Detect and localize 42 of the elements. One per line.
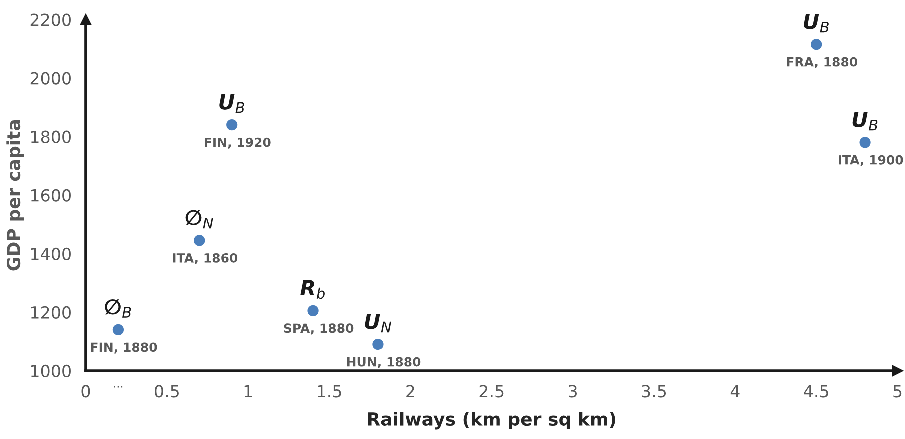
annotation: ITA, 1900 <box>838 155 904 166</box>
x-tick-label: 2.5 <box>480 385 504 398</box>
text: ... <box>114 386 123 388</box>
x-tick-label: 0 <box>82 385 90 398</box>
y-tick-label: 1200 <box>32 306 71 319</box>
x-tick-label: 3.5 <box>642 385 666 398</box>
annotation: FIN, 1920 <box>205 138 271 149</box>
x-tick-label: 4.5 <box>804 385 828 398</box>
x-tick-label: 4 <box>730 385 740 398</box>
x-tick-label: 5 <box>894 385 902 398</box>
y-tick-label: 1800 <box>32 130 71 144</box>
annotation: FIN, 1880 <box>91 342 158 354</box>
x-tick-label: 1 <box>244 385 252 398</box>
point <box>811 39 822 50</box>
x-tick-label: 1.5 <box>318 385 342 398</box>
point <box>194 235 206 246</box>
x-axis-title: Railways (km per sq km) <box>368 412 616 430</box>
annotation: ∅$_{B}$ <box>105 300 132 318</box>
annotation: ∅$_{N}$ <box>186 210 214 229</box>
x-tick-label: 2 <box>406 385 414 398</box>
point <box>860 137 871 148</box>
annotation: FRA, 1880 <box>787 57 858 68</box>
y-tick-label: 2000 <box>30 72 71 85</box>
point <box>308 305 319 317</box>
point <box>226 120 238 131</box>
annotation: U$_{N}$ <box>365 314 392 333</box>
y-axis-title: GDP per capita <box>6 120 24 271</box>
annotation: U$_{B}$ <box>852 112 878 131</box>
annotation: ITA, 1860 <box>173 253 238 264</box>
y-tick-label: 1600 <box>32 189 71 202</box>
point <box>112 324 124 336</box>
y-tick-label: 1000 <box>32 364 71 378</box>
annotation: U$_{B}$ <box>804 14 829 33</box>
y-tick-label: 2200 <box>30 14 71 26</box>
point <box>372 339 384 350</box>
y-tick-label: 1400 <box>32 248 71 260</box>
annotation: SPA, 1880 <box>284 324 354 335</box>
annotation: HUN, 1880 <box>347 357 421 368</box>
annotation: R$_{b}$ <box>300 280 325 300</box>
annotation: U$_{B}$ <box>220 94 244 114</box>
x-tick-label: 0.5 <box>155 385 179 398</box>
x-tick-label: 3 <box>569 385 578 398</box>
